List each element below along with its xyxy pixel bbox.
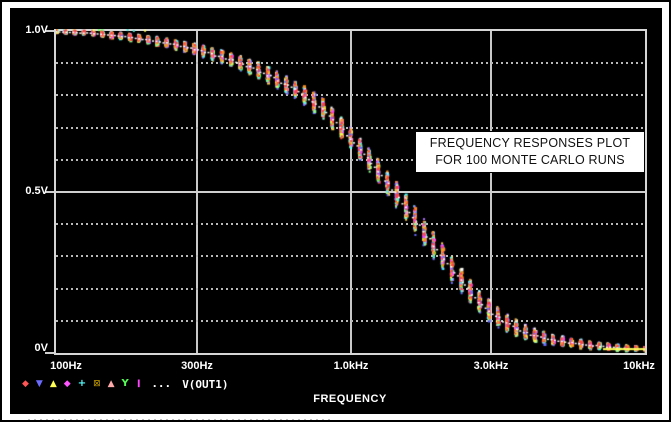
- triangle-down-marker-icon: ▼: [35, 379, 43, 389]
- y-tick-label-05v: 0.5V: [25, 185, 48, 197]
- legend-trace-name: V(OUT1): [182, 377, 229, 391]
- plus-marker-icon: +: [77, 378, 87, 389]
- y-axis-tick: [45, 30, 54, 32]
- diamond-marker-icon: ◆: [63, 379, 71, 389]
- y-tick-label-0v: 0V: [34, 342, 48, 354]
- diamond-marker-icon: ◆: [22, 379, 29, 389]
- plot-area: [45, 29, 647, 355]
- x-tick-label-100hz: 100Hz: [50, 360, 82, 372]
- x-tick-label-3khz: 3.0kHz: [473, 360, 509, 372]
- triangle-up-marker-icon: ▲: [49, 379, 57, 389]
- y-marker-icon: Y: [121, 378, 129, 389]
- triangle-up-marker-icon: ▲: [107, 379, 115, 389]
- x-tick-label-1khz: 1.0kHz: [333, 360, 369, 372]
- y-axis-tick: [45, 352, 54, 354]
- legend-ellipsis: ...: [151, 377, 172, 390]
- x-axis-title: FREQUENCY: [313, 393, 387, 405]
- annotation-line-2: FOR 100 MONTE CARLO RUNS: [435, 153, 625, 167]
- annotation-box: FREQUENCY RESPONSES PLOT FOR 100 MONTE C…: [415, 131, 645, 173]
- monte-carlo-traces-canvas: [56, 29, 645, 355]
- y-axis-tick: [45, 191, 54, 193]
- trace-legend: ◆ ▼ ▲ ◆ + ⊠ ▲ Y ▮ ... V(OUT1): [22, 377, 229, 391]
- boxed-x-marker-icon: ⊠: [93, 379, 101, 389]
- x-tick-label-300hz: 300Hz: [181, 360, 213, 372]
- cropped-caption-fragment: [28, 419, 333, 420]
- annotation-line-1: FREQUENCY RESPONSES PLOT: [429, 136, 631, 150]
- bar-marker-icon: ▮: [137, 378, 140, 389]
- x-tick-label-10khz: 10kHz: [623, 360, 655, 372]
- probe-plot-screen: 1.0V 0.5V 0V 100Hz 300Hz 1.0kHz 3.0kHz 1…: [10, 8, 662, 414]
- y-tick-label-1v: 1.0V: [25, 24, 48, 36]
